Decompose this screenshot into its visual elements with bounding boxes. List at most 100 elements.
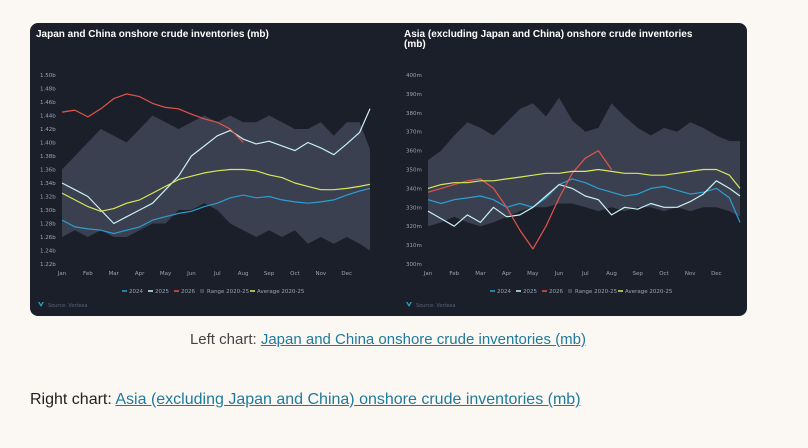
x-tick-label: Jul — [581, 271, 589, 277]
y-tick-label: 1.22b — [40, 262, 56, 268]
series-line-2025 — [61, 108, 371, 225]
legend-item-2026: 2026 — [174, 289, 195, 295]
source-logo: Source: Vortexa — [406, 302, 456, 309]
legend-item-2025: 2025 — [516, 289, 537, 295]
vortexa-logo-icon — [38, 302, 44, 307]
charts-svg: Japan and China onshore crude inventorie… — [36, 29, 741, 309]
y-tick-label: 330m — [406, 205, 422, 211]
legend-item-2026: 2026 — [542, 289, 563, 295]
legend-label: Range 2020-25 — [575, 289, 618, 295]
y-tick-label: 1.26b — [40, 235, 56, 241]
x-tick-label: May — [527, 271, 539, 277]
legend-label: Average 2020-25 — [625, 289, 673, 295]
left-chart-caption: Left chart: Japan and China onshore crud… — [0, 331, 776, 348]
series-line-2025 — [427, 180, 741, 227]
y-tick-label: 1.48b — [40, 87, 56, 93]
legend-swatch — [568, 289, 572, 293]
legend-label: Range 2020-25 — [207, 289, 250, 295]
x-tick-label: Aug — [606, 271, 617, 277]
legend-label: 2024 — [129, 289, 143, 295]
left-caption-prefix: Left chart: — [189, 331, 261, 348]
series-line-average-2020-25 — [61, 168, 371, 212]
legend-item-range-2020-25: Range 2020-25 — [568, 289, 618, 295]
y-tick-label: 360m — [406, 149, 422, 155]
right-caption-prefix: Right chart: — [30, 391, 116, 408]
x-tick-label: Mar — [109, 271, 120, 277]
legend-item-2024: 2024 — [122, 289, 143, 295]
series-line-2024 — [427, 178, 741, 223]
y-tick-label: 320m — [406, 224, 422, 230]
x-tick-label: Sep — [633, 271, 644, 277]
chart-title-line: (mb) — [404, 39, 426, 50]
y-tick-label: 1.30b — [40, 208, 56, 214]
x-tick-label: Jan — [423, 271, 433, 277]
range-band — [62, 115, 370, 251]
vortexa-logo-icon — [406, 302, 412, 307]
legend-label: Average 2020-25 — [257, 289, 305, 295]
x-tick-label: Jun — [554, 271, 564, 277]
chart-title-line: Asia (excluding Japan and China) onshore… — [404, 29, 693, 40]
legend-item-range-2020-25: Range 2020-25 — [200, 289, 250, 295]
y-tick-label: 300m — [406, 262, 422, 268]
series-line-2024 — [61, 187, 371, 235]
y-tick-label: 380m — [406, 111, 422, 117]
chart-title: Asia (excluding Japan and China) onshore… — [404, 29, 693, 50]
x-tick-label: Dec — [341, 271, 352, 277]
legend-label: 2026 — [181, 289, 195, 295]
x-tick-label: Aug — [238, 271, 249, 277]
y-tick-label: 1.50b — [40, 73, 56, 79]
right-chart-link[interactable]: Asia (excluding Japan and China) onshore… — [115, 391, 581, 408]
legend-label: 2025 — [523, 289, 537, 295]
x-tick-label: Oct — [659, 271, 669, 277]
source-label: Source: Vortexa — [416, 303, 456, 309]
charts-panel: Japan and China onshore crude inventorie… — [30, 23, 747, 316]
legend-label: 2026 — [549, 289, 563, 295]
x-tick-label: Apr — [502, 271, 512, 277]
x-tick-label: Jan — [57, 271, 67, 277]
chart-left: Japan and China onshore crude inventorie… — [36, 29, 371, 309]
legend-item-average-2020-25: Average 2020-25 — [250, 289, 305, 295]
y-tick-label: 1.28b — [40, 222, 56, 228]
legend-label: 2024 — [497, 289, 511, 295]
y-tick-label: 1.40b — [40, 141, 56, 147]
legend-item-average-2020-25: Average 2020-25 — [618, 289, 673, 295]
x-tick-label: Sep — [264, 271, 275, 277]
range-band — [428, 97, 740, 227]
x-tick-label: Dec — [711, 271, 722, 277]
x-tick-label: May — [160, 271, 172, 277]
left-chart-link[interactable]: Japan and China onshore crude inventorie… — [260, 331, 587, 348]
x-tick-label: Feb — [449, 271, 459, 277]
y-tick-label: 1.24b — [40, 249, 56, 255]
x-tick-label: Feb — [83, 271, 93, 277]
y-tick-label: 340m — [406, 186, 422, 192]
y-tick-label: 1.34b — [40, 181, 56, 187]
y-tick-label: 1.46b — [40, 100, 56, 106]
chart-title: Japan and China onshore crude inventorie… — [36, 29, 269, 40]
source-label: Source: Vortexa — [48, 303, 88, 309]
y-tick-label: 350m — [406, 168, 422, 174]
x-tick-label: Jul — [213, 271, 221, 277]
chart-right: Asia (excluding Japan and China) onshore… — [404, 29, 741, 309]
legend-label: 2025 — [155, 289, 169, 295]
y-tick-label: 400m — [406, 73, 422, 79]
y-tick-label: 390m — [406, 92, 422, 98]
legend-item-2024: 2024 — [490, 289, 511, 295]
x-tick-label: Oct — [290, 271, 300, 277]
y-tick-label: 370m — [406, 130, 422, 136]
x-tick-label: Mar — [475, 271, 486, 277]
source-logo: Source: Vortexa — [38, 302, 88, 309]
series-line-2026 — [61, 93, 244, 143]
y-tick-label: 1.44b — [40, 114, 56, 120]
y-tick-label: 1.36b — [40, 168, 56, 174]
series-line-2026 — [427, 150, 612, 250]
y-tick-label: 310m — [406, 243, 422, 249]
x-tick-label: Nov — [315, 271, 326, 277]
legend-item-2025: 2025 — [148, 289, 169, 295]
y-tick-label: 1.42b — [40, 127, 56, 133]
x-tick-label: Jun — [186, 271, 196, 277]
x-tick-label: Apr — [135, 271, 145, 277]
x-tick-label: Nov — [685, 271, 696, 277]
right-chart-caption: Right chart: Asia (excluding Japan and C… — [30, 391, 581, 409]
y-tick-label: 1.32b — [40, 195, 56, 201]
legend-swatch — [200, 289, 204, 293]
